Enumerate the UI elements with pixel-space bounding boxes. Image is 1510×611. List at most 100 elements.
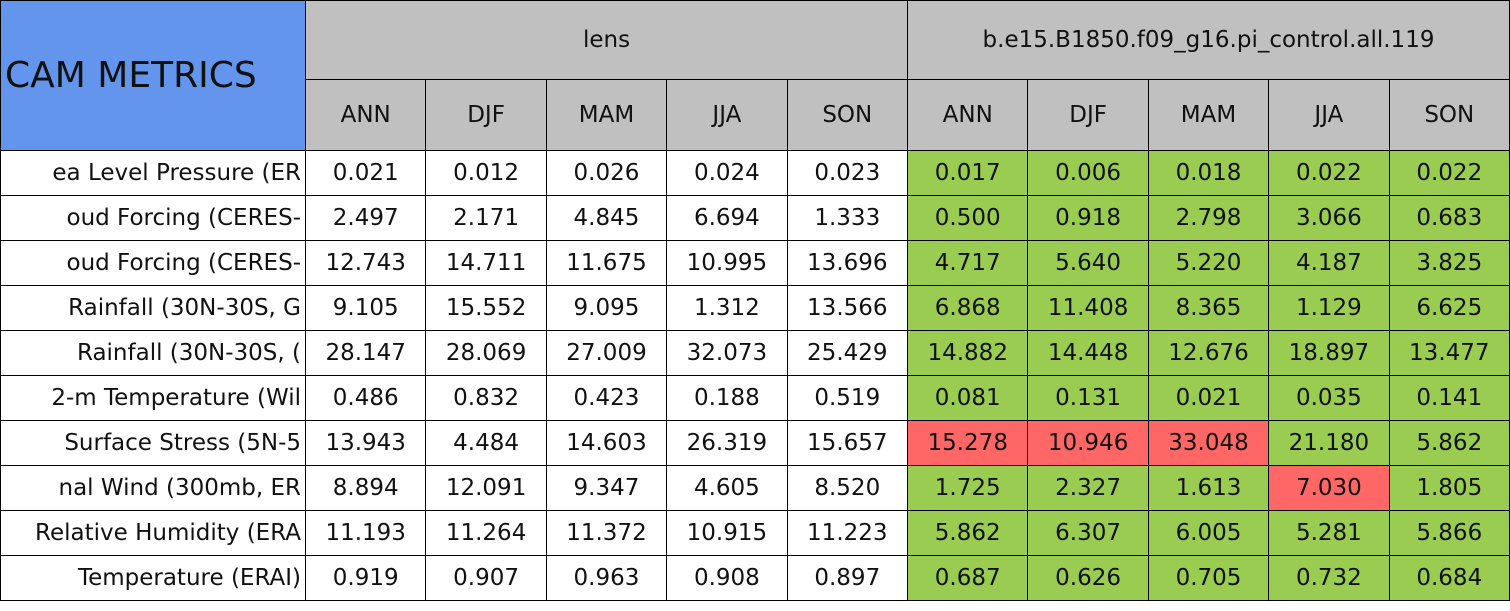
value-cell: 0.687: [907, 555, 1029, 601]
value-cell: 10.946: [1027, 420, 1149, 466]
value-cell: 0.918: [1027, 195, 1149, 241]
value-cell: 0.897: [786, 555, 909, 601]
value-cell: 10.915: [666, 510, 788, 556]
value-cell: 0.026: [545, 150, 668, 196]
value-cell: 0.683: [1388, 195, 1510, 241]
value-cell: 0.705: [1147, 555, 1270, 601]
data-row: Surface Stress (5N-5 13.943 4.484 14.603 26.…: [0, 420, 1510, 466]
season-header: JJA: [666, 79, 788, 151]
value-cell: 6.307: [1027, 510, 1149, 556]
value-cell: 1.129: [1268, 285, 1390, 331]
value-cell: 11.408: [1027, 285, 1149, 331]
value-cell: 7.030: [1268, 465, 1390, 511]
value-cell: 4.484: [425, 420, 547, 466]
value-cell: 1.613: [1147, 465, 1270, 511]
row-label: Rainfall (30N-30S, G: [0, 285, 306, 331]
value-cell: 0.018: [1147, 150, 1270, 196]
row-label: 2-m Temperature (Wil: [0, 375, 306, 421]
value-cell: 10.995: [666, 240, 788, 286]
value-cell: 0.907: [425, 555, 547, 601]
value-cell: 32.073: [666, 330, 788, 376]
row-label: Temperature (ERAI): [0, 555, 306, 601]
data-row: Relative Humidity (ERA 11.193 11.264 11.372…: [0, 510, 1510, 556]
value-cell: 6.005: [1147, 510, 1270, 556]
value-cell: 12.676: [1147, 330, 1270, 376]
value-cell: 21.180: [1268, 420, 1390, 466]
value-cell: 0.626: [1027, 555, 1149, 601]
value-cell: 0.021: [1147, 375, 1270, 421]
value-cell: 0.023: [786, 150, 909, 196]
value-cell: 27.009: [545, 330, 668, 376]
row-label: Rainfall (30N-30S, (: [0, 330, 306, 376]
value-cell: 11.264: [425, 510, 547, 556]
row-label: ea Level Pressure (ER: [0, 150, 306, 196]
value-cell: 12.091: [425, 465, 547, 511]
value-cell: 11.193: [304, 510, 427, 556]
value-cell: 1.312: [666, 285, 788, 331]
value-cell: 0.131: [1027, 375, 1149, 421]
season-header: JJA: [1268, 79, 1390, 151]
value-cell: 8.365: [1147, 285, 1270, 331]
value-cell: 5.862: [1388, 420, 1510, 466]
value-cell: 0.832: [425, 375, 547, 421]
value-cell: 5.866: [1388, 510, 1510, 556]
row-label: Relative Humidity (ERA: [0, 510, 306, 556]
season-header: SON: [786, 79, 909, 151]
value-cell: 0.423: [545, 375, 668, 421]
value-cell: 26.319: [666, 420, 788, 466]
value-cell: 0.908: [666, 555, 788, 601]
value-cell: 0.012: [425, 150, 547, 196]
value-cell: 0.022: [1388, 150, 1510, 196]
value-cell: 5.862: [907, 510, 1029, 556]
table-title: CAM METRICS: [0, 0, 306, 151]
value-cell: 6.625: [1388, 285, 1510, 331]
data-row: Temperature (ERAI) 0.919 0.907 0.963 0.908 0.…: [0, 555, 1510, 601]
data-row: oud Forcing (CERES- 2.497 2.171 4.845 6.694 1…: [0, 195, 1510, 241]
value-cell: 1.805: [1388, 465, 1510, 511]
value-cell: 1.333: [786, 195, 909, 241]
value-cell: 11.223: [786, 510, 909, 556]
value-cell: 14.711: [425, 240, 547, 286]
value-cell: 0.519: [786, 375, 909, 421]
value-cell: 9.095: [545, 285, 668, 331]
row-label: oud Forcing (CERES-: [0, 240, 306, 286]
data-row: ea Level Pressure (ER 0.021 0.012 0.026 0.02…: [0, 150, 1510, 196]
value-cell: 2.497: [304, 195, 427, 241]
value-cell: 4.187: [1268, 240, 1390, 286]
group-header-row: CAM METRICS lens b.e15.B1850.f09_g16.pi_…: [0, 0, 1510, 151]
value-cell: 15.278: [907, 420, 1029, 466]
data-row: Rainfall (30N-30S, (28.147 28.069 27.009 32…: [0, 330, 1510, 376]
row-label: nal Wind (300mb, ER: [0, 465, 306, 511]
value-cell: 13.696: [786, 240, 909, 286]
value-cell: 6.868: [907, 285, 1029, 331]
value-cell: 18.897: [1268, 330, 1390, 376]
value-cell: 0.021: [304, 150, 427, 196]
value-cell: 13.477: [1388, 330, 1510, 376]
season-header: SON: [1388, 79, 1510, 151]
value-cell: 8.894: [304, 465, 427, 511]
season-header-row: ANN DJF MAM JJA SON ANN DJF MAM JJA SON: [1, 79, 1510, 151]
row-label: Surface Stress (5N-5: [0, 420, 306, 466]
value-cell: 14.603: [545, 420, 668, 466]
season-header: ANN: [907, 79, 1029, 151]
value-cell: 0.732: [1268, 555, 1390, 601]
value-cell: 0.024: [666, 150, 788, 196]
value-cell: 5.281: [1268, 510, 1390, 556]
value-cell: 0.022: [1268, 150, 1390, 196]
value-cell: 14.448: [1027, 330, 1149, 376]
value-cell: 11.372: [545, 510, 668, 556]
value-cell: 0.500: [907, 195, 1029, 241]
value-cell: 12.743: [304, 240, 427, 286]
value-cell: 13.943: [304, 420, 427, 466]
value-cell: 5.220: [1147, 240, 1270, 286]
value-cell: 0.081: [907, 375, 1029, 421]
value-cell: 0.684: [1388, 555, 1510, 601]
group-header: lens: [304, 0, 909, 80]
data-row: nal Wind (300mb, ER 8.894 12.091 9.347 4.605…: [0, 465, 1510, 511]
value-cell: 6.694: [666, 195, 788, 241]
row-label: oud Forcing (CERES-: [0, 195, 306, 241]
value-cell: 2.327: [1027, 465, 1149, 511]
data-row: oud Forcing (CERES- 12.743 14.711 11.675 10.…: [0, 240, 1510, 286]
value-cell: 3.066: [1268, 195, 1390, 241]
